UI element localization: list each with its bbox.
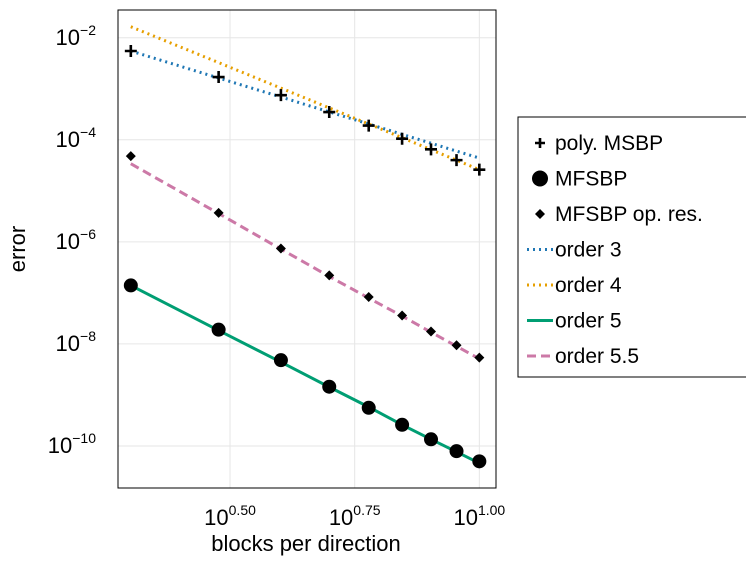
y-tick-labels: 10−2 10−4 10−6 10−8 10−10 <box>48 22 96 458</box>
diamond-marker <box>213 207 224 218</box>
y-tick-label: 10−8 <box>56 328 97 356</box>
cross-marker <box>425 143 438 156</box>
cross-marker <box>396 132 409 145</box>
legend-label-order-5-5: order 5.5 <box>555 345 639 368</box>
circle-marker <box>123 278 138 293</box>
x-tick-label: 100.50 <box>204 502 256 530</box>
circle-marker <box>532 170 548 187</box>
diamond-marker <box>125 151 136 162</box>
legend: poly. MSBP MFSBP MFSBP op. res. order 3 orde… <box>517 116 746 378</box>
diamond-marker <box>474 352 485 363</box>
y-tick-label: 10−4 <box>56 124 97 152</box>
cross-marker <box>473 163 486 176</box>
cross-marker <box>535 138 545 148</box>
legend-label-mfsbp: MFSBP <box>555 168 627 191</box>
series-line-order-4 <box>130 25 480 172</box>
circle-marker <box>322 379 337 394</box>
legend-label-mfsbp-op-res: MFSBP op. res. <box>555 203 703 226</box>
y-tick-label: 10−6 <box>56 226 97 254</box>
diamond-marker <box>363 292 374 303</box>
y-axis-label: error <box>5 226 30 272</box>
diamond-marker <box>451 340 462 351</box>
cross-marker <box>274 89 287 102</box>
series-lines <box>130 25 481 465</box>
plot-frame <box>117 9 497 489</box>
legend-label-poly-msbp: poly. MSBP <box>555 132 663 155</box>
legend-label-order-4: order 4 <box>555 274 622 297</box>
circle-marker <box>395 417 410 432</box>
circle-marker <box>449 444 464 459</box>
circle-marker <box>211 322 226 337</box>
cross-marker <box>450 154 463 167</box>
cross-marker <box>323 106 336 119</box>
cross-marker <box>212 71 225 84</box>
cross-marker <box>124 45 137 58</box>
grid-lines <box>118 10 496 488</box>
diamond-marker <box>397 310 408 321</box>
y-tick-label: 10−2 <box>56 22 97 50</box>
x-tick-labels: 100.50 100.75 101.00 <box>204 502 505 530</box>
y-tick-label: 10−10 <box>48 430 96 458</box>
series-markers <box>123 45 487 469</box>
x-tick-label: 101.00 <box>453 502 505 530</box>
series-line-order-5-5 <box>130 162 481 361</box>
legend-box <box>517 116 746 378</box>
legend-label-order-5: order 5 <box>555 310 622 333</box>
circle-marker <box>361 400 376 415</box>
legend-label-order-3: order 3 <box>555 239 622 262</box>
diamond-marker <box>324 270 335 281</box>
x-axis-label: blocks per direction <box>211 531 401 556</box>
circle-marker <box>424 432 439 447</box>
circle-marker <box>273 353 288 368</box>
x-tick-label: 100.75 <box>329 502 381 530</box>
series-line-order-3 <box>130 49 480 160</box>
diamond-marker <box>426 326 437 337</box>
cross-marker <box>362 119 375 132</box>
diamond-marker <box>275 243 286 254</box>
circle-marker <box>472 454 487 469</box>
diamond-marker <box>535 209 545 219</box>
